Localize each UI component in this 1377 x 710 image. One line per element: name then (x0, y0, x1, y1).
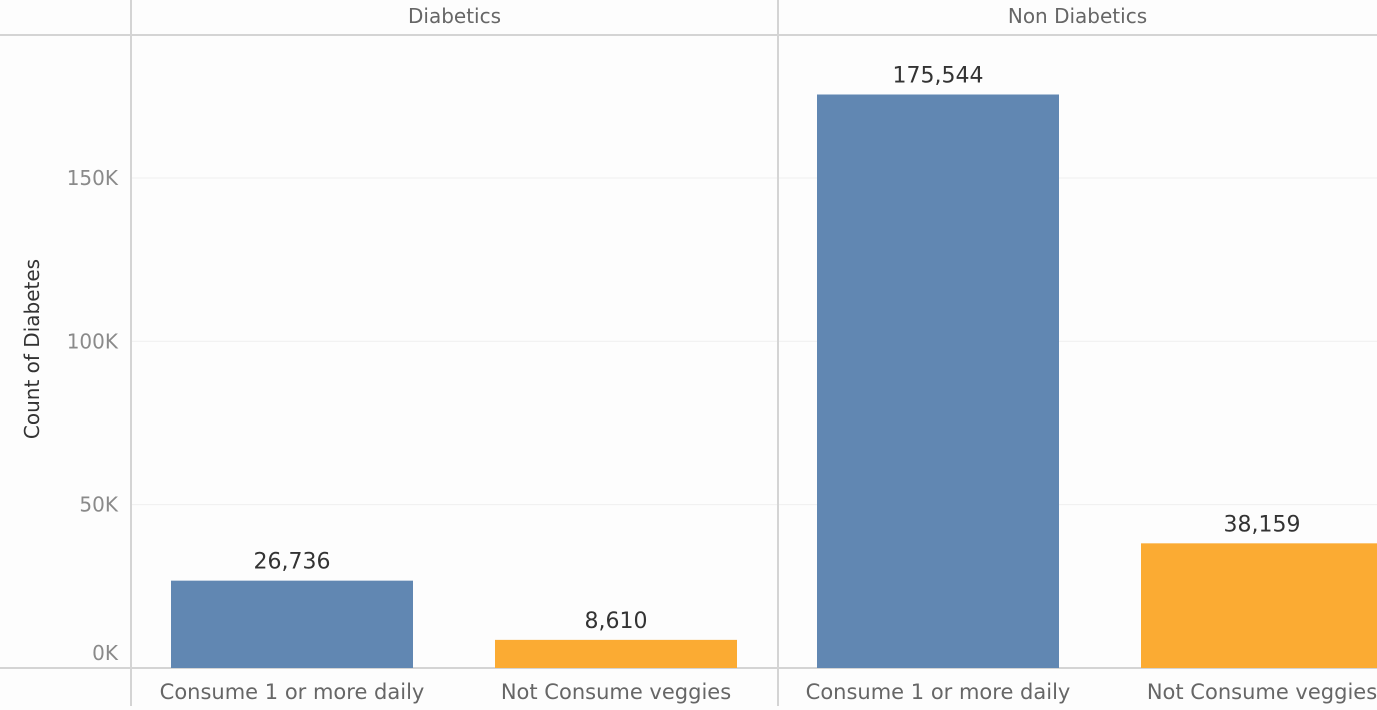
bar-data-label: 38,159 (1224, 512, 1301, 537)
bar (817, 94, 1059, 669)
y-axis-title: Count of Diabetes (20, 259, 44, 439)
bar-data-label: 175,544 (893, 63, 984, 88)
panel-header: Non Diabetics (1008, 4, 1147, 28)
category-label: Not Consume veggies (501, 680, 731, 704)
bar (495, 639, 737, 668)
bar-data-label: 8,610 (585, 609, 648, 634)
panel-header: Diabetics (408, 4, 501, 28)
category-label: Consume 1 or more daily (160, 680, 425, 704)
bar-data-label: 26,736 (254, 550, 331, 575)
y-tick-label: 0K (92, 641, 119, 665)
y-tick-label: 150K (67, 166, 119, 190)
y-tick-label: 50K (79, 493, 118, 517)
category-label: Consume 1 or more daily (806, 680, 1071, 704)
bar (171, 580, 413, 668)
category-label: Not Consume veggies (1147, 680, 1377, 704)
y-tick-label: 100K (67, 329, 119, 353)
bar (1141, 543, 1377, 668)
